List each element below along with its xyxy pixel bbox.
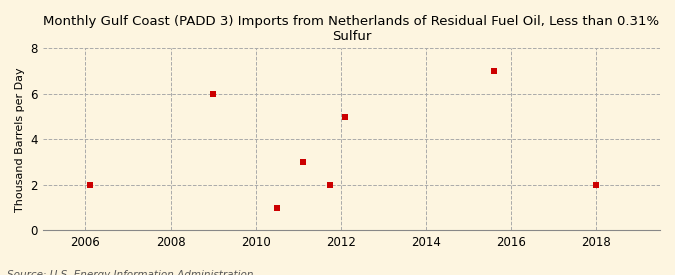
Point bbox=[297, 160, 308, 164]
Y-axis label: Thousand Barrels per Day: Thousand Barrels per Day bbox=[15, 67, 25, 212]
Point bbox=[208, 92, 219, 96]
Text: Source: U.S. Energy Information Administration: Source: U.S. Energy Information Administ… bbox=[7, 271, 253, 275]
Point bbox=[591, 183, 601, 187]
Point bbox=[325, 183, 335, 187]
Title: Monthly Gulf Coast (PADD 3) Imports from Netherlands of Residual Fuel Oil, Less : Monthly Gulf Coast (PADD 3) Imports from… bbox=[43, 15, 659, 43]
Point bbox=[271, 205, 282, 210]
Point bbox=[340, 114, 350, 119]
Point bbox=[84, 183, 95, 187]
Point bbox=[489, 69, 500, 73]
